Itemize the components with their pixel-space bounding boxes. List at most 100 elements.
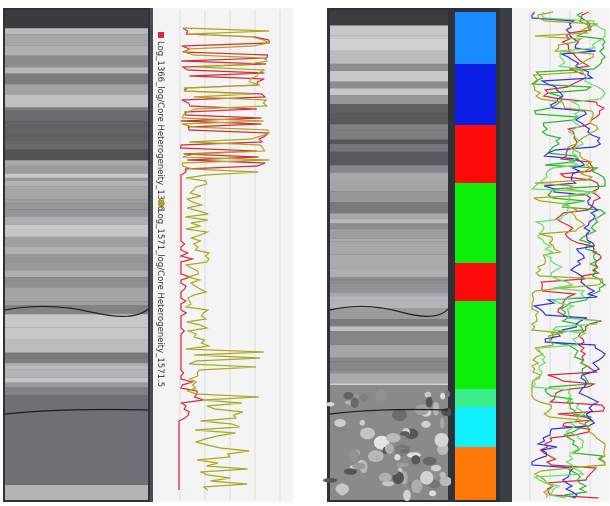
clast: [435, 433, 449, 447]
clast: [334, 419, 345, 427]
core-band: [5, 378, 148, 383]
core-band: [5, 370, 148, 378]
clast: [343, 392, 353, 400]
core-band: [5, 237, 148, 247]
clast: [431, 465, 442, 471]
core-band: [330, 319, 448, 326]
core-band: [330, 283, 448, 292]
clast: [424, 392, 431, 398]
clast: [386, 401, 391, 406]
segmentation-column: [455, 12, 496, 500]
clast: [375, 454, 380, 461]
clast: [360, 394, 368, 402]
core-image: [323, 10, 453, 501]
core-band: [330, 223, 448, 228]
clast: [440, 393, 445, 400]
core-band: [5, 204, 148, 209]
core-band: [5, 485, 148, 500]
segment: [455, 183, 496, 263]
core-band: [330, 82, 448, 89]
clast: [403, 490, 411, 501]
segment: [455, 407, 496, 447]
core-band: [330, 173, 448, 183]
core-band: [5, 395, 148, 485]
core-band: [5, 17, 148, 28]
clast: [423, 457, 437, 466]
core-band: [330, 38, 448, 50]
clast: [379, 473, 392, 482]
core-band: [5, 365, 148, 370]
legend-label: Log_1571_log/Core Heterogeneity_1571.5: [155, 209, 165, 387]
core-band: [330, 358, 448, 361]
core-band: [5, 255, 148, 262]
core-band: [5, 358, 148, 363]
core-band: [330, 88, 448, 95]
clast: [344, 468, 357, 474]
core-band: [330, 124, 448, 130]
core-band: [330, 64, 448, 71]
clast: [411, 455, 420, 464]
clast: [394, 454, 400, 460]
core-band: [330, 113, 448, 124]
core-band: [330, 10, 448, 12]
clast: [352, 462, 365, 469]
separator: [150, 8, 153, 502]
segment: [455, 125, 496, 183]
core-band: [5, 261, 148, 270]
core-band: [5, 174, 148, 178]
clast: [411, 479, 422, 493]
core-band: [330, 12, 448, 25]
core-band: [330, 25, 448, 35]
core-band: [5, 84, 148, 94]
clast: [396, 463, 408, 467]
core-band: [330, 50, 448, 63]
core-band: [330, 95, 448, 104]
core-band: [5, 144, 148, 150]
core-band: [330, 268, 448, 277]
core-band: [5, 134, 148, 140]
clast: [426, 397, 433, 408]
clast: [400, 431, 409, 436]
clast: [429, 490, 436, 496]
clast: [440, 417, 444, 428]
segment: [455, 447, 496, 500]
core-band: [330, 296, 448, 301]
core-band: [330, 242, 448, 255]
clast: [376, 389, 387, 401]
core-band: [330, 361, 448, 370]
clast: [420, 471, 433, 485]
core-band: [5, 45, 148, 55]
core-band: [5, 12, 148, 17]
clast: [388, 467, 398, 475]
separator: [500, 8, 512, 502]
core-band: [330, 130, 448, 140]
core-band: [5, 209, 148, 216]
core-band: [5, 140, 148, 144]
clast: [386, 433, 400, 443]
core-band: [5, 200, 148, 204]
clast: [382, 481, 394, 486]
core-band: [330, 373, 448, 383]
core-band: [5, 270, 148, 277]
core-band: [5, 111, 148, 121]
core-band: [330, 371, 448, 374]
clast: [326, 402, 335, 406]
clast: [360, 420, 365, 426]
legend-label: Log_1366_log/Core Heterogeneity_1366: [155, 41, 165, 211]
core-band: [330, 165, 448, 172]
legend: Log_1366_log/Core Heterogeneity_1366 Log…: [155, 32, 165, 387]
core-band: [5, 340, 148, 353]
core-band: [330, 71, 448, 82]
segment: [455, 64, 496, 125]
core-band: [5, 28, 148, 34]
core-band: [330, 292, 448, 296]
core-band: [330, 104, 448, 113]
core-band: [330, 213, 448, 219]
clast: [348, 450, 359, 462]
core-band: [330, 345, 448, 358]
core-band: [330, 144, 448, 152]
core-band: [5, 121, 148, 134]
clast: [360, 427, 375, 439]
core-band: [5, 229, 148, 236]
core-band: [5, 187, 148, 200]
